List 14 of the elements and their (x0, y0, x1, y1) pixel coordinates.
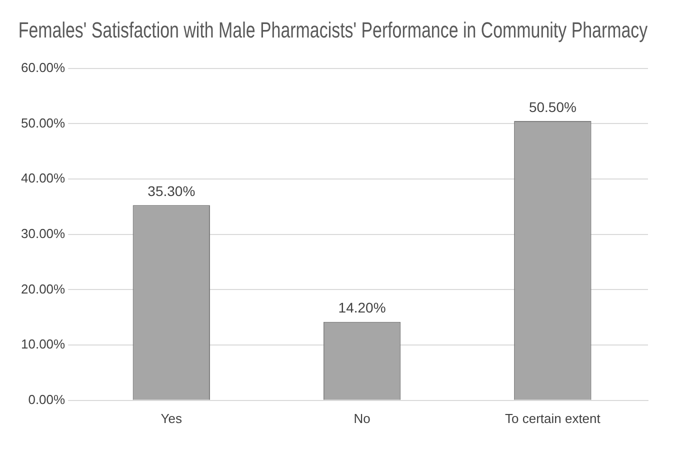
y-tick-label: 10.00% (20, 336, 66, 352)
y-tick-label: 60.00% (20, 60, 66, 75)
y-tick-label: 20.00% (20, 281, 66, 296)
x-tick-label: Yes (160, 410, 183, 426)
data-label: 14.20% (338, 300, 386, 316)
y-tick-label: 30.00% (20, 226, 66, 241)
data-label: 35.30% (148, 182, 196, 199)
x-tick-label: No (354, 410, 370, 426)
x-tick-label: To certain extent (504, 410, 601, 426)
y-tick-label: 0.00% (28, 392, 66, 407)
chart-title: Females' Satisfaction with Male Pharmacists' Performance in Community Pharmacy (18, 18, 648, 43)
y-tick-label: 40.00% (20, 170, 66, 186)
data-label: 50.50% (528, 98, 576, 115)
y-tick-label: 50.00% (20, 115, 66, 130)
